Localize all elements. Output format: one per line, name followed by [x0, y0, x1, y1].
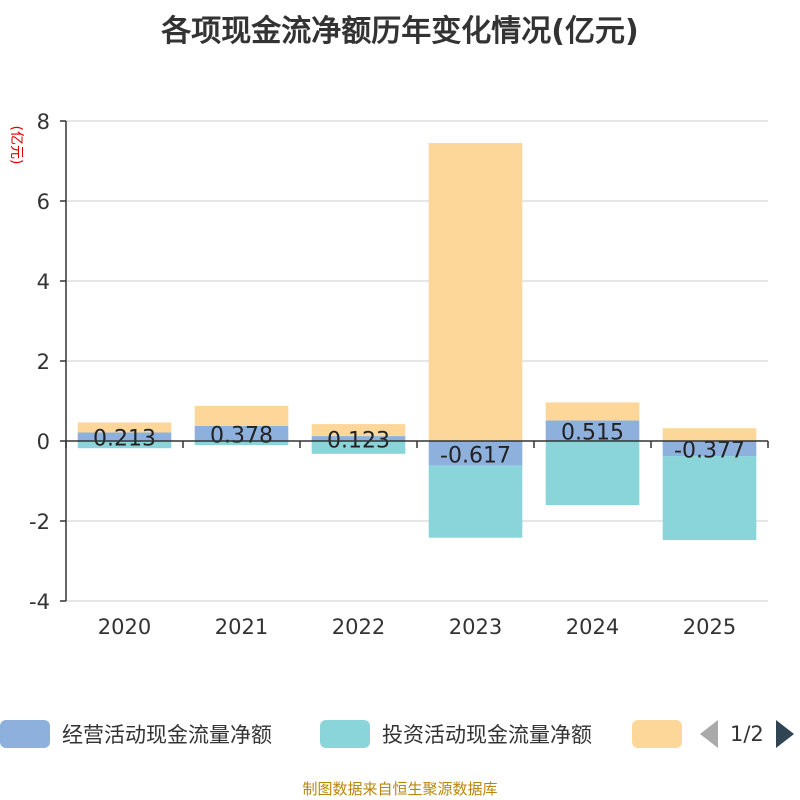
legend-swatch-operating: [0, 720, 50, 748]
legend-item-financing[interactable]: [632, 716, 694, 752]
data-source-note: 制图数据来自恒生聚源数据库: [302, 780, 498, 798]
bar-s0-2020: [77, 432, 172, 441]
bar-s2-2023: [428, 143, 523, 441]
bar-s0-2021: [194, 425, 289, 441]
bar-s1-2025: [662, 456, 757, 541]
bar-s1-2020: [77, 441, 172, 449]
legend-item-investing[interactable]: 投资活动现金流量净额: [320, 716, 592, 752]
chart-title: 各项现金流净额历年变化情况(亿元): [161, 14, 639, 49]
y-tick-label: 6: [37, 190, 50, 214]
y-tick-label: 2: [37, 350, 50, 374]
bar-s2-2024: [545, 402, 640, 421]
data-label: 0.515: [561, 421, 624, 446]
y-tick-label: -4: [29, 590, 50, 614]
data-label: -0.377: [674, 439, 745, 464]
bar-s1-2023: [428, 465, 523, 538]
legend: 经营活动现金流量净额 投资活动现金流量净额 1/2: [0, 716, 800, 752]
y-tick-label: 0: [37, 430, 50, 454]
data-label: 0.213: [93, 427, 156, 452]
x-tick-label: 2025: [683, 615, 736, 639]
legend-label-investing: 投资活动现金流量净额: [382, 723, 592, 747]
bar-s1-2021: [194, 441, 289, 445]
x-tick-label: 2023: [449, 615, 502, 639]
legend-next-arrow-icon[interactable]: [775, 720, 794, 748]
y-axis-label: (亿元): [8, 126, 24, 165]
y-tick-label: -2: [29, 510, 50, 534]
legend-swatch-financing: [632, 720, 682, 748]
x-tick-label: 2021: [215, 615, 268, 639]
bar-s2-2025: [662, 428, 757, 441]
legend-item-operating[interactable]: 经营活动现金流量净额: [0, 716, 272, 752]
bar-s2-2020: [77, 422, 172, 433]
bar-s0-2023: [428, 441, 523, 466]
bar-s0-2022: [311, 436, 406, 441]
bar-s0-2024: [545, 420, 640, 441]
x-tick-label: 2024: [566, 615, 619, 639]
legend-pager: 1/2: [700, 716, 794, 752]
data-label: 0.378: [210, 423, 273, 448]
data-label: -0.617: [440, 443, 511, 468]
y-tick-label: 4: [37, 270, 50, 294]
legend-swatch-investing: [320, 720, 370, 748]
legend-prev-arrow-icon[interactable]: [700, 720, 718, 748]
x-tick-label: 2020: [98, 615, 151, 639]
x-tick-label: 2022: [332, 615, 385, 639]
y-tick-label: 8: [37, 110, 50, 134]
legend-label-operating: 经营活动现金流量净额: [62, 723, 272, 747]
bar-s2-2022: [311, 424, 406, 437]
bar-s0-2025: [662, 441, 757, 457]
legend-page-indicator: 1/2: [730, 722, 764, 746]
bar-s1-2024: [545, 441, 640, 505]
bar-s1-2022: [311, 441, 406, 454]
bar-s2-2021: [194, 405, 289, 426]
